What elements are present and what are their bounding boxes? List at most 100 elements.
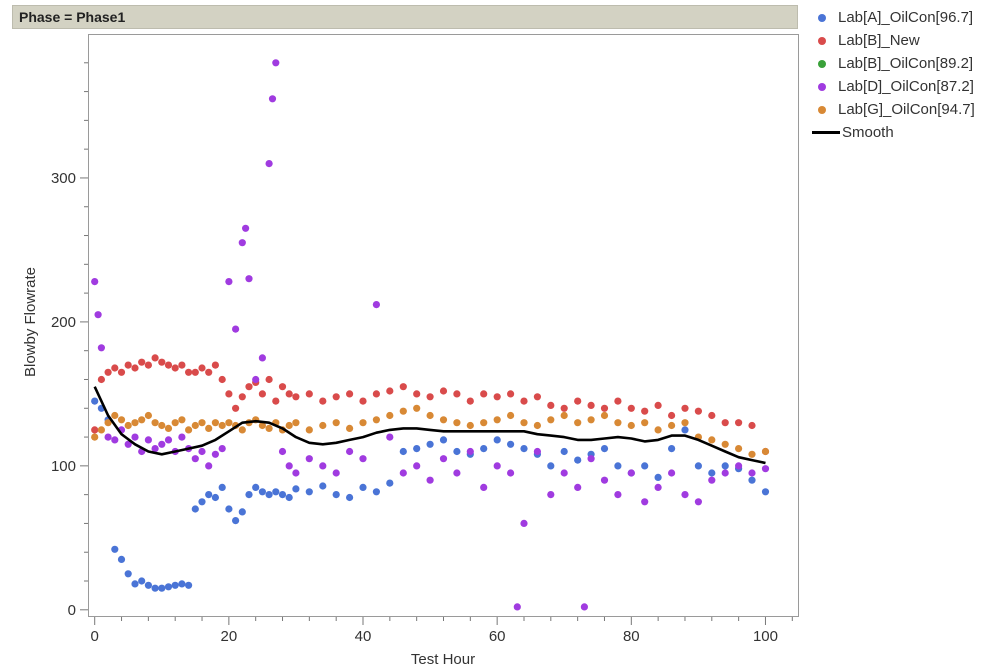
data-point xyxy=(272,397,280,405)
data-point xyxy=(272,59,280,67)
data-point xyxy=(332,469,340,477)
data-point xyxy=(466,397,474,405)
data-point xyxy=(332,393,340,401)
data-point xyxy=(211,493,219,502)
data-point xyxy=(171,419,179,427)
data-point xyxy=(386,411,394,420)
data-point xyxy=(265,375,273,384)
data-point xyxy=(278,447,287,456)
data-point xyxy=(97,344,105,352)
data-point xyxy=(158,358,166,366)
data-point xyxy=(359,419,367,427)
data-point xyxy=(627,469,635,477)
data-point xyxy=(191,368,199,376)
y-tick-label: 300 xyxy=(51,170,76,187)
data-point xyxy=(268,95,277,103)
data-point xyxy=(533,393,542,401)
data-point xyxy=(198,419,206,427)
dot-icon xyxy=(818,82,826,91)
legend-label: Lab[B]_New xyxy=(838,32,920,49)
data-point xyxy=(386,479,394,487)
data-point xyxy=(547,462,555,470)
data-point xyxy=(426,440,434,448)
data-point xyxy=(138,416,146,424)
legend-item[interactable]: Lab[B]_New xyxy=(812,29,1002,52)
data-point xyxy=(547,491,555,499)
data-point xyxy=(533,447,542,456)
data-point xyxy=(225,390,233,398)
data-point xyxy=(439,455,448,463)
data-point xyxy=(151,354,159,362)
data-point xyxy=(292,419,300,427)
data-point xyxy=(232,517,240,525)
data-point xyxy=(426,476,434,484)
data-point xyxy=(164,424,173,432)
data-point xyxy=(158,440,166,448)
data-point xyxy=(587,416,595,424)
data-point xyxy=(748,450,756,458)
data-point xyxy=(94,311,102,319)
legend-label: Lab[B]_OilCon[89.2] xyxy=(838,55,974,72)
data-point xyxy=(111,436,119,444)
data-point xyxy=(520,397,528,405)
data-point xyxy=(346,390,354,398)
data-point xyxy=(97,426,105,434)
legend-item[interactable]: Lab[G]_OilCon[94.7] xyxy=(812,98,1002,121)
data-point xyxy=(668,411,676,420)
data-point xyxy=(761,465,770,473)
data-point xyxy=(91,397,99,405)
data-point xyxy=(111,411,119,420)
data-point xyxy=(332,419,340,427)
legend-item[interactable]: Lab[A]_OilCon[96.7] xyxy=(812,6,1002,29)
x-tick-label: 20 xyxy=(221,628,238,645)
y-tick-label: 0 xyxy=(68,602,76,619)
data-point xyxy=(386,433,394,441)
data-point xyxy=(480,483,488,491)
data-point xyxy=(600,476,609,484)
data-point xyxy=(117,555,126,564)
data-point xyxy=(211,450,219,458)
data-point xyxy=(614,491,622,499)
legend-item[interactable]: Smooth xyxy=(812,121,1002,144)
data-point xyxy=(292,393,300,401)
data-point xyxy=(171,364,179,372)
data-point xyxy=(574,397,582,405)
data-point xyxy=(346,493,354,502)
data-point xyxy=(124,361,132,369)
data-point xyxy=(507,390,515,398)
legend-item[interactable]: Lab[B]_OilCon[89.2] xyxy=(812,52,1002,75)
legend-item[interactable]: Lab[D]_OilCon[87.2] xyxy=(812,75,1002,98)
data-point xyxy=(493,393,501,401)
data-point xyxy=(761,447,770,456)
data-point xyxy=(278,491,287,499)
data-point xyxy=(245,491,253,499)
data-point xyxy=(131,433,139,441)
data-point xyxy=(359,397,367,405)
data-point xyxy=(681,426,689,434)
data-point xyxy=(600,411,609,420)
data-point xyxy=(205,424,213,432)
data-point xyxy=(292,469,300,477)
data-point xyxy=(453,419,461,427)
data-point xyxy=(748,476,756,484)
data-point xyxy=(426,393,434,401)
data-point xyxy=(574,483,582,491)
y-tick-label: 100 xyxy=(51,458,76,475)
data-point xyxy=(359,483,367,491)
data-point xyxy=(205,368,213,376)
data-point xyxy=(654,426,662,434)
data-point xyxy=(319,397,327,405)
data-point xyxy=(681,404,689,412)
data-point xyxy=(164,583,173,591)
data-point xyxy=(493,436,501,444)
data-point xyxy=(413,445,421,453)
data-point xyxy=(285,390,293,398)
data-point xyxy=(372,390,380,398)
data-point xyxy=(272,488,280,496)
phase-title: Phase = Phase1 xyxy=(19,9,126,25)
data-point xyxy=(735,462,743,470)
data-point xyxy=(292,485,300,493)
data-points xyxy=(91,59,770,611)
data-point xyxy=(614,462,622,470)
data-point xyxy=(466,421,474,430)
